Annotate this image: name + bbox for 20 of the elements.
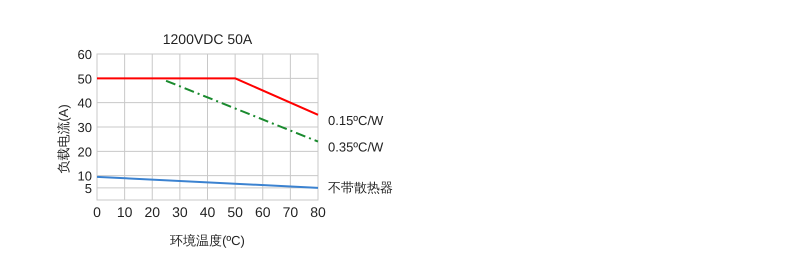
y-tick-label: 60 bbox=[78, 47, 92, 62]
series-label: 0.35ºC/W bbox=[328, 140, 384, 155]
x-tick-label: 0 bbox=[93, 204, 102, 220]
y-tick-label: 30 bbox=[78, 120, 92, 135]
y-tick-label: 40 bbox=[78, 96, 92, 111]
x-tick-label: 70 bbox=[282, 204, 298, 220]
x-tick-label: 40 bbox=[200, 204, 216, 220]
x-tick-label: 20 bbox=[144, 204, 160, 220]
x-tick-label: 50 bbox=[227, 204, 244, 220]
series-label: 0.15ºC/W bbox=[328, 112, 384, 128]
x-tick-label: 30 bbox=[172, 204, 188, 220]
chart-title: 1200VDC 50A bbox=[162, 31, 253, 47]
series-label: 不带散热器 bbox=[328, 180, 393, 195]
x-tick-label: 80 bbox=[310, 204, 326, 220]
x-tick-label: 10 bbox=[116, 204, 133, 220]
y-axis-title: 负载电流(A) bbox=[56, 104, 71, 174]
x-axis-title: 环境温度(ºC) bbox=[170, 233, 245, 248]
x-tick-label: 60 bbox=[254, 204, 271, 220]
y-tick-label: 50 bbox=[78, 71, 92, 86]
y-tick-label: 20 bbox=[78, 144, 92, 160]
